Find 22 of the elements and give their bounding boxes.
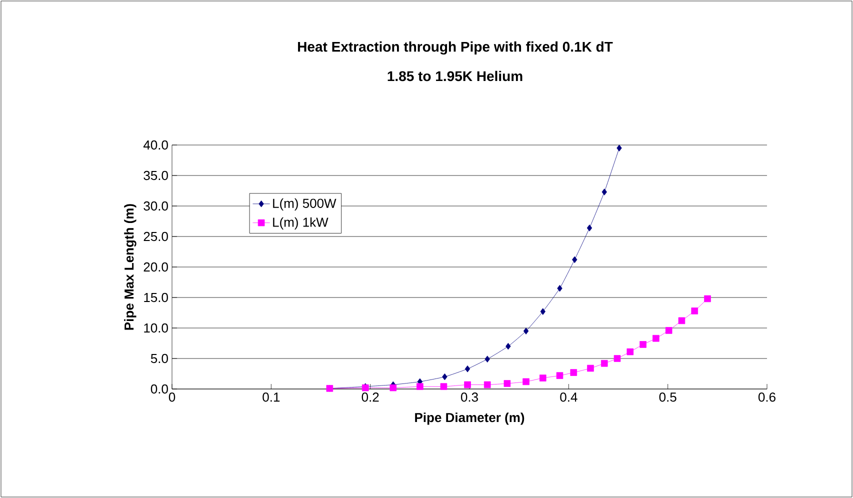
x-tick-label: 0.2 — [362, 392, 379, 402]
y-tick-label: 25.0 — [144, 232, 168, 242]
y-tick-label: 5.0 — [150, 354, 168, 364]
y-tick-label: 30.0 — [144, 201, 168, 211]
x-tick-label: 0.5 — [659, 392, 676, 402]
legend-label: L(m) 1kW — [273, 217, 328, 230]
x-tick-label: 0 — [168, 392, 176, 402]
y-tick-label: 0.0 — [150, 384, 168, 394]
y-tick-label: 40.0 — [143, 140, 168, 150]
x-tick-label: 0.1 — [262, 392, 280, 402]
x-axis-title: Pipe Diameter (m) — [415, 412, 524, 425]
chart-title: Heat Extraction through Pipe with fixed 0.1K dT — [298, 41, 613, 55]
chart-subtitle: 1.85 to 1.95K Helium — [388, 70, 522, 82]
y-tick-label: 15.0 — [144, 292, 168, 302]
y-tick-label: 20.0 — [144, 262, 168, 272]
y-tick-label: 10.0 — [144, 323, 168, 333]
y-tick-label: 35.0 — [144, 170, 168, 180]
legend-label: L(m) 500W — [273, 198, 336, 211]
x-tick-label: 0.3 — [460, 392, 478, 402]
y-axis-title: Pipe Max Length (m) — [124, 204, 136, 330]
x-tick-label: 0.4 — [560, 392, 578, 402]
x-tick-label: 0.6 — [758, 392, 776, 402]
